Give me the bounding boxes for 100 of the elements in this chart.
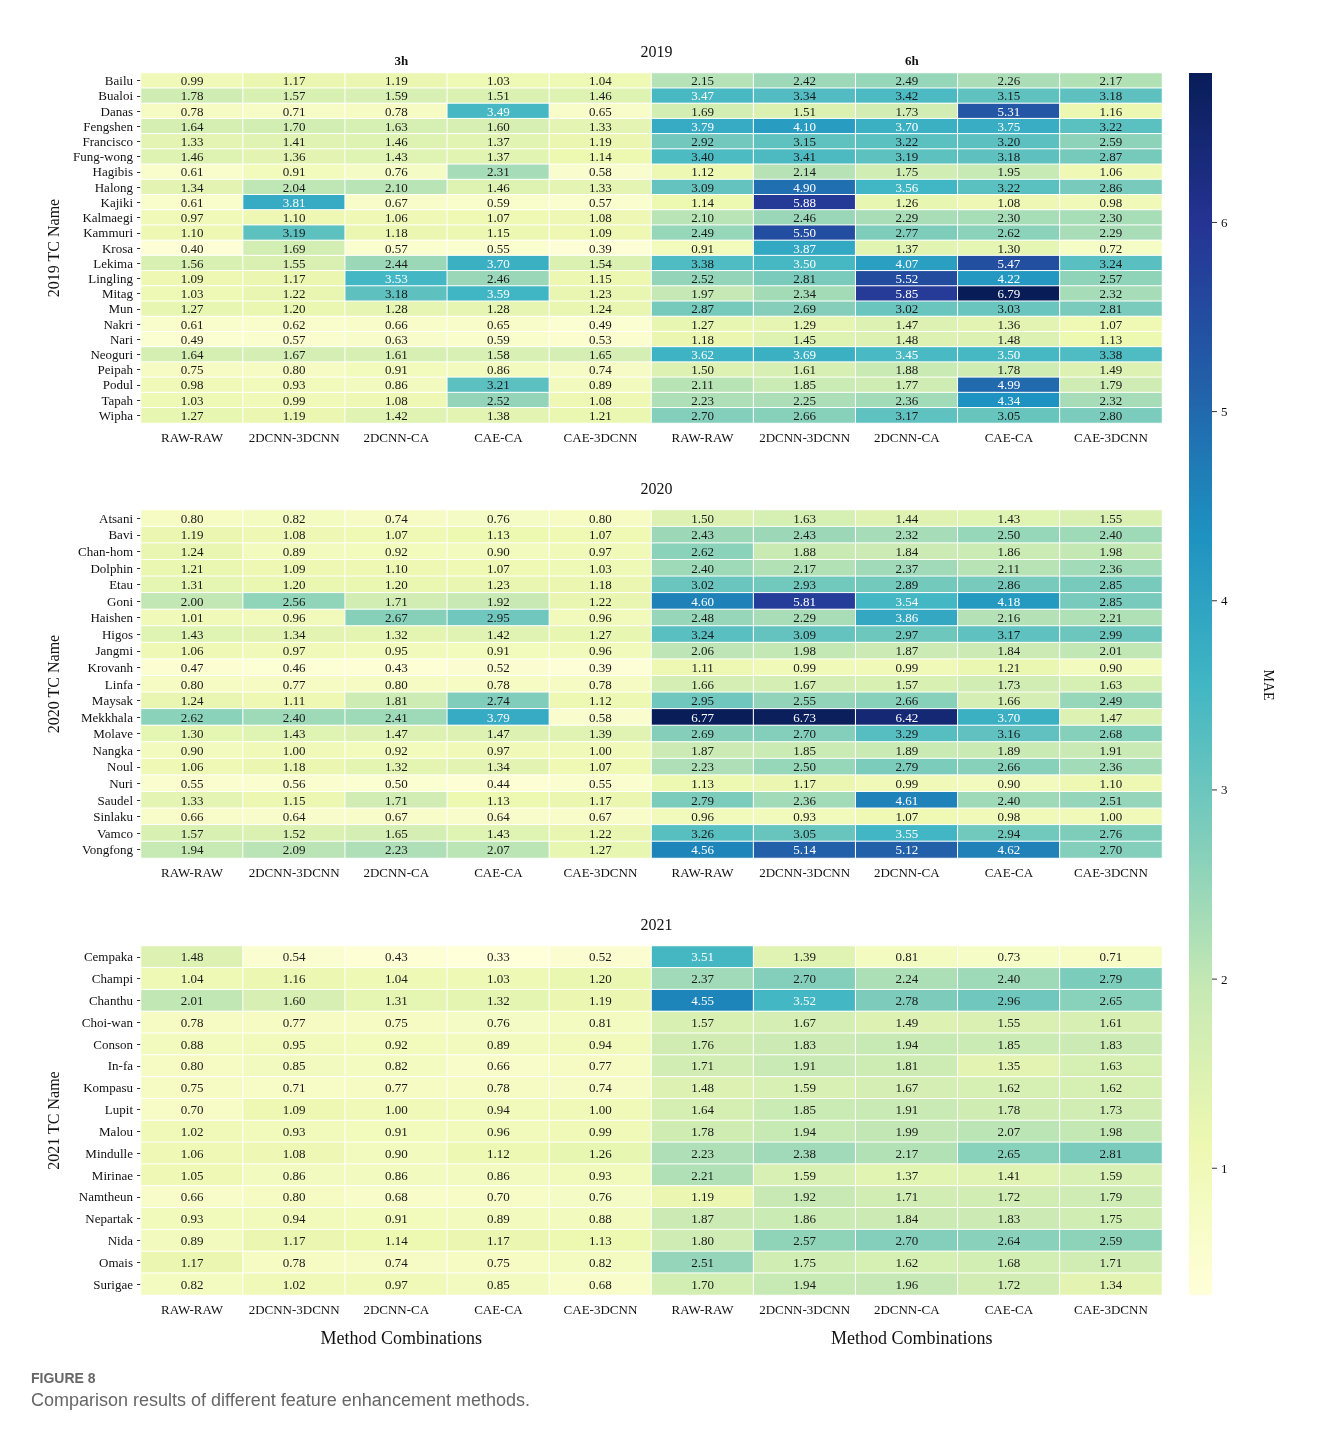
data-label: 0.58	[589, 164, 612, 180]
data-label: 1.48	[997, 331, 1021, 347]
y-tick-label: Krosa	[101, 240, 134, 256]
data-label: 2.43	[793, 527, 817, 543]
data-label: 0.90	[997, 775, 1021, 791]
data-label: 3.34	[793, 88, 817, 104]
data-label: 1.67	[282, 347, 307, 363]
data-label: 1.06	[1099, 164, 1123, 180]
data-label: 2.50	[793, 759, 817, 775]
data-label: 3.52	[793, 993, 817, 1009]
data-label: 0.56	[282, 775, 307, 791]
data-label: 0.67	[384, 194, 409, 210]
data-label: 0.94	[486, 1102, 511, 1118]
data-label: 1.17	[282, 270, 307, 286]
x-tick-label: CAE-3DCNN	[1074, 865, 1149, 880]
data-label: 2.49	[1099, 693, 1123, 709]
data-label: 2.49	[691, 225, 714, 241]
data-label: 1.56	[180, 255, 204, 271]
data-label: 3.51	[691, 949, 714, 965]
y-tick-label: Higos	[101, 626, 133, 642]
data-label: 1.03	[486, 73, 510, 89]
data-label: 2.21	[691, 1167, 714, 1183]
data-label: 2.23	[691, 1145, 714, 1161]
data-label: 1.34	[180, 179, 204, 195]
color-bar-label: 5	[1221, 404, 1228, 420]
data-label: 1.21	[589, 407, 612, 423]
data-label: 2.23	[691, 759, 714, 775]
data-label: 1.71	[384, 792, 408, 808]
data-label: 1.34	[486, 759, 511, 775]
color-bar-label: 3	[1221, 782, 1228, 798]
data-label: 1.39	[793, 949, 817, 965]
data-label: 5.47	[997, 255, 1021, 271]
data-label: 5.88	[793, 194, 817, 210]
data-label: 3.86	[895, 610, 919, 626]
data-label: 0.90	[384, 1145, 408, 1161]
data-label: 2.57	[793, 1232, 817, 1248]
data-label: 2.34	[793, 286, 817, 302]
data-label: 1.65	[384, 825, 408, 841]
data-label: 3.15	[793, 133, 817, 149]
data-label: 1.67	[895, 1080, 919, 1096]
y-axis-title: 2021 TC Name	[44, 1071, 62, 1170]
data-label: 4.55	[691, 993, 714, 1009]
data-label: 0.91	[691, 240, 714, 256]
data-label: 1.69	[282, 240, 306, 256]
data-label: 3.79	[691, 118, 714, 134]
data-label: 0.99	[793, 659, 817, 675]
data-label: 3.87	[793, 240, 817, 256]
data-label: 1.81	[895, 1058, 919, 1074]
data-label: 0.59	[486, 194, 510, 210]
data-label: 1.61	[384, 347, 408, 363]
data-label: 0.98	[1099, 194, 1123, 210]
data-label: 3.50	[793, 255, 817, 271]
data-label: 1.09	[282, 560, 306, 576]
y-tick-label: Bualoi	[98, 88, 134, 104]
data-label: 6.42	[895, 709, 919, 725]
text: Method Combinations	[831, 1328, 993, 1348]
data-label: 1.20	[589, 971, 612, 987]
data-label: 2.87	[691, 301, 715, 317]
data-label: 2.40	[1099, 527, 1123, 543]
data-label: 2.06	[691, 643, 715, 659]
data-label: 0.52	[589, 949, 612, 965]
data-label: 1.66	[997, 693, 1021, 709]
data-label: 0.75	[486, 1254, 510, 1270]
x-tick-label: RAW-RAW	[160, 430, 224, 445]
data-label: 0.91	[384, 362, 408, 378]
data-label: 1.88	[793, 543, 817, 559]
data-label: 6.73	[793, 709, 817, 725]
data-label: 0.57	[384, 240, 409, 256]
data-label: 0.85	[486, 1276, 510, 1292]
data-label: 1.06	[384, 210, 409, 226]
data-label: 2.93	[793, 577, 817, 593]
data-label: 1.33	[180, 792, 204, 808]
x-tick-label: CAE-CA	[984, 1302, 1034, 1317]
y-tick-label: Bailu	[104, 73, 134, 89]
data-label: 1.28	[486, 301, 510, 317]
x-tick-label: 2DCNN-3DCNN	[248, 430, 341, 445]
y-tick-label: In-fa	[107, 1058, 134, 1074]
data-label: 2.10	[691, 210, 714, 226]
data-label: 0.91	[282, 164, 306, 180]
data-label: 0.94	[589, 1036, 613, 1052]
data-label: 0.78	[589, 676, 612, 692]
data-label: 0.80	[589, 510, 612, 526]
data-label: 0.78	[384, 103, 408, 119]
data-label: 2.86	[997, 577, 1021, 593]
data-label: 1.72	[997, 1276, 1021, 1292]
data-label: 1.08	[589, 210, 612, 226]
data-label: 0.78	[180, 103, 204, 119]
data-label: 1.50	[691, 510, 714, 526]
y-tick-label: Choi-wan	[81, 1014, 134, 1030]
data-label: 1.43	[282, 726, 306, 742]
y-tick-label: Jangmi	[95, 643, 134, 659]
color-bar-label: 2	[1221, 971, 1228, 987]
y-tick-label: Vongfong	[81, 842, 134, 858]
data-label: 0.76	[589, 1189, 613, 1205]
color-bar-label: 6	[1221, 214, 1228, 230]
text: Comparison results of different feature enhancement methods.	[31, 1390, 530, 1411]
data-label: 0.58	[589, 709, 612, 725]
data-label: 5.50	[793, 225, 817, 241]
x-tick-label: CAE-CA	[474, 865, 524, 880]
data-label: 1.02	[180, 1123, 204, 1139]
